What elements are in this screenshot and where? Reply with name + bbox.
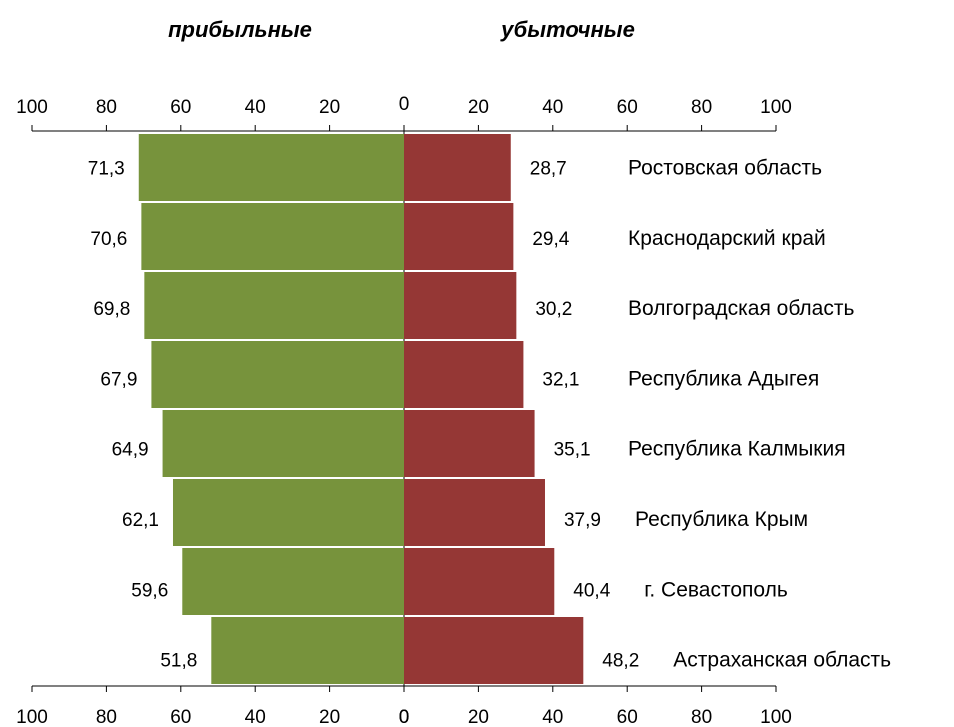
bar-profitable-5	[162, 410, 404, 477]
category-label: Волгоградская область	[628, 297, 854, 320]
bottom-tick-label-right: 20	[468, 707, 489, 727]
bottom-tick-label-right: 80	[691, 707, 712, 727]
category-label: Республика Адыгея	[628, 367, 819, 390]
bar-profitable-3	[144, 272, 404, 339]
value-label-profitable: 69,8	[93, 299, 130, 320]
bars	[138, 134, 584, 684]
category-label: Ростовская область	[628, 157, 822, 180]
category-label: Астраханская область	[673, 649, 891, 672]
value-label-unprofitable: 29,4	[532, 229, 569, 250]
bar-unprofitable-5	[404, 410, 535, 477]
axes: 100 100 0 80 20 80 20 60 40 60 40 40 60 40 60 20 80 20 80 0…	[16, 94, 792, 727]
bottom-tick-label-left: 60	[170, 707, 191, 727]
right-series-header: убыточные	[500, 17, 635, 42]
bar-profitable-7	[182, 548, 404, 615]
bottom-tick-label-left: 100	[16, 707, 48, 727]
top-tick-label-left: 20	[319, 97, 340, 118]
bottom-tick-label-right: 60	[617, 707, 638, 727]
bar-unprofitable-3	[404, 272, 517, 339]
bar-unprofitable-4	[404, 341, 524, 408]
top-tick-label-left: 100	[16, 97, 48, 118]
bar-unprofitable-8	[404, 617, 584, 684]
bar-profitable-4	[151, 341, 404, 408]
bottom-tick-label-right: 100	[760, 707, 792, 727]
value-label-profitable: 51,8	[160, 651, 197, 672]
value-label-unprofitable: 40,4	[573, 580, 610, 601]
bar-profitable-1	[138, 134, 404, 201]
value-label-profitable: 70,6	[90, 229, 127, 250]
bar-unprofitable-7	[404, 548, 555, 615]
bottom-tick-label-left: 0	[399, 707, 410, 727]
bar-profitable-8	[211, 617, 404, 684]
category-label: Республика Калмыкия	[628, 438, 846, 461]
value-label-unprofitable: 32,1	[542, 369, 579, 390]
value-label-profitable: 64,9	[112, 440, 149, 461]
bottom-tick-label-left: 20	[319, 707, 340, 727]
value-label-profitable: 62,1	[122, 510, 159, 531]
bar-unprofitable-6	[404, 479, 545, 546]
category-label: г. Севастополь	[644, 578, 788, 601]
bar-unprofitable-1	[404, 134, 511, 201]
value-label-profitable: 71,3	[88, 159, 125, 180]
value-label-unprofitable: 37,9	[564, 510, 601, 531]
left-series-header: прибыльные	[168, 17, 312, 42]
top-tick-label-right: 60	[617, 97, 638, 118]
value-label-unprofitable: 28,7	[530, 159, 567, 180]
top-tick-label-left: 80	[96, 97, 117, 118]
top-tick-label-right: 80	[691, 97, 712, 118]
bottom-tick-label-right: 40	[542, 707, 563, 727]
bar-unprofitable-2	[404, 203, 514, 270]
value-label-unprofitable: 35,1	[554, 440, 591, 461]
bottom-tick-label-left: 80	[96, 707, 117, 727]
labels: 71,3 28,7 Ростовская область 70,6 29,4 Красно…	[88, 157, 891, 672]
bar-profitable-6	[172, 479, 404, 546]
bar-profitable-2	[141, 203, 405, 270]
bottom-tick-label-right: 0	[399, 707, 410, 727]
value-label-profitable: 59,6	[131, 580, 168, 601]
value-label-unprofitable: 30,2	[535, 299, 572, 320]
top-tick-label-left: 0	[399, 94, 410, 115]
top-tick-label-right: 100	[760, 97, 792, 118]
category-label: Республика Крым	[635, 508, 808, 531]
top-tick-label-right: 20	[468, 97, 489, 118]
value-label-profitable: 67,9	[100, 369, 137, 390]
bottom-tick-label-left: 40	[245, 707, 266, 727]
top-tick-label-left: 60	[170, 97, 191, 118]
category-label: Краснодарский край	[628, 227, 826, 250]
value-label-unprofitable: 48,2	[602, 651, 639, 672]
top-tick-label-right: 40	[542, 97, 563, 118]
top-tick-label-left: 40	[245, 97, 266, 118]
